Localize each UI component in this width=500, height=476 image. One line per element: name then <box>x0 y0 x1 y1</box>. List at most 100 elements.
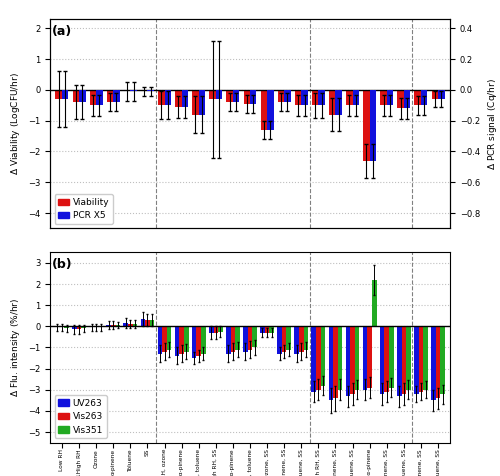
Bar <box>421 90 428 105</box>
Bar <box>333 327 338 398</box>
Bar <box>132 324 138 327</box>
Bar <box>140 319 145 327</box>
Bar <box>233 90 239 102</box>
Bar <box>141 90 148 91</box>
Text: (a): (a) <box>52 25 72 39</box>
Bar <box>302 90 308 105</box>
Bar <box>174 327 180 356</box>
Bar <box>418 327 423 392</box>
Legend: Viability, PCR X5: Viability, PCR X5 <box>54 194 113 224</box>
Bar <box>79 90 86 102</box>
Bar <box>260 327 265 333</box>
Bar <box>397 327 402 396</box>
Y-axis label: $\Delta$ PCR signal (Cq/hr): $\Delta$ PCR signal (Cq/hr) <box>486 78 498 170</box>
Bar <box>201 327 205 354</box>
Bar <box>355 327 360 390</box>
Bar <box>243 327 248 352</box>
Bar <box>338 327 342 390</box>
Bar <box>328 327 333 400</box>
Bar <box>404 90 410 109</box>
Bar <box>145 320 150 327</box>
Bar <box>180 327 184 354</box>
Bar <box>294 327 299 354</box>
Bar <box>226 90 233 102</box>
Bar <box>62 90 68 99</box>
Bar <box>350 327 355 394</box>
Bar <box>82 327 86 328</box>
Bar <box>116 325 120 327</box>
Bar <box>368 327 372 387</box>
Bar <box>387 90 393 105</box>
Legend: UV263, Vis263, Vis351: UV263, Vis263, Vis351 <box>54 395 106 438</box>
Bar <box>436 327 440 398</box>
Bar <box>72 90 79 102</box>
Bar <box>284 90 290 102</box>
Bar <box>192 327 196 358</box>
Bar <box>299 327 304 352</box>
Bar <box>162 327 167 352</box>
Bar <box>389 327 394 387</box>
Bar <box>320 327 326 386</box>
Bar <box>312 327 316 392</box>
Bar <box>77 327 82 329</box>
Bar <box>167 327 172 349</box>
Bar <box>423 327 428 390</box>
Bar <box>182 90 188 107</box>
Bar <box>260 90 267 130</box>
Bar <box>128 324 132 327</box>
Y-axis label: $\Delta$ Flu. intensity (%/hr): $\Delta$ Flu. intensity (%/hr) <box>10 298 22 397</box>
Bar <box>304 327 308 349</box>
Bar <box>402 327 406 394</box>
Bar <box>216 90 222 99</box>
Bar <box>278 90 284 102</box>
Bar <box>286 327 291 349</box>
Bar <box>198 90 205 115</box>
Bar <box>158 327 162 354</box>
Bar <box>312 90 318 105</box>
Bar <box>218 327 222 332</box>
Bar <box>175 90 182 107</box>
Bar <box>113 90 119 102</box>
Bar <box>248 327 252 349</box>
Bar <box>150 320 154 327</box>
Bar <box>106 325 111 327</box>
Bar <box>250 90 256 104</box>
Bar <box>414 327 418 394</box>
Bar <box>210 90 216 99</box>
Bar <box>72 327 77 329</box>
Bar <box>192 90 198 115</box>
Bar <box>372 280 376 327</box>
Bar <box>124 90 130 91</box>
Bar <box>282 327 286 352</box>
Bar <box>295 90 302 105</box>
Bar <box>252 327 257 347</box>
Y-axis label: $\Delta$ Viability (LogCFU/hr): $\Delta$ Viability (LogCFU/hr) <box>10 72 22 175</box>
Bar <box>148 90 154 91</box>
Bar <box>209 327 214 333</box>
Bar <box>196 327 201 356</box>
Bar <box>265 327 270 333</box>
Bar <box>329 90 336 115</box>
Bar <box>352 90 359 105</box>
Bar <box>316 327 320 390</box>
Bar <box>414 90 421 105</box>
Bar <box>346 90 352 105</box>
Bar <box>398 90 404 109</box>
Bar <box>124 323 128 327</box>
Bar <box>384 327 389 392</box>
Bar <box>432 90 438 99</box>
Bar <box>184 327 188 352</box>
Bar <box>362 327 368 390</box>
Bar <box>270 327 274 333</box>
Bar <box>438 90 444 99</box>
Bar <box>380 327 384 394</box>
Bar <box>111 325 116 327</box>
Bar <box>380 90 387 105</box>
Bar <box>90 90 96 105</box>
Bar <box>130 90 137 91</box>
Bar <box>235 327 240 349</box>
Bar <box>406 327 411 390</box>
Bar <box>214 327 218 333</box>
Bar <box>158 90 164 105</box>
Bar <box>346 327 350 396</box>
